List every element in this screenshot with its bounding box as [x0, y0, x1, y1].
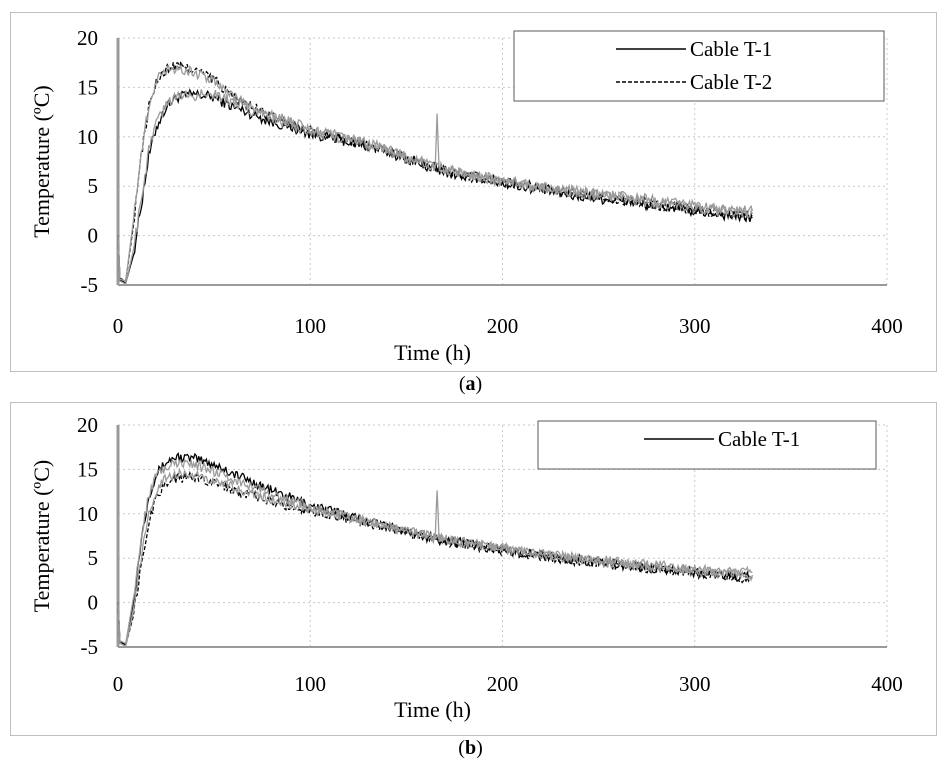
chart-panel-b: -5 0 5 10 15 20 0 100 200 300 400 Time (h) Temperatu… [10, 402, 937, 736]
chart-a-series-3-line [117, 64, 754, 282]
chart-a-x-axis-title: Time (h) [394, 340, 471, 365]
chart-b-y-tick-label: 5 [88, 546, 99, 570]
chart-a-x-tick-label: 100 [295, 314, 327, 338]
chart-b-x-tick-label: 100 [295, 672, 327, 696]
chart-b-y-tick-label: 10 [77, 502, 98, 526]
chart-a-legend-label-2: Cable T-2 [690, 70, 772, 94]
caption-a: (a) [458, 373, 483, 395]
caption-b-letter: b [464, 737, 477, 759]
chart-b-y-tick-label: -5 [81, 635, 99, 659]
chart-b-x-tick-label: 0 [113, 672, 124, 696]
chart-a-y-tick-label: -5 [81, 273, 99, 297]
chart-a-series-4-line [117, 89, 753, 285]
chart-b-x-tick-label: 300 [679, 672, 711, 696]
chart-b-legend: Cable T-1 [537, 420, 877, 470]
chart-a-y-tick-label: 5 [88, 174, 99, 198]
chart-b-legend-box [537, 420, 877, 470]
chart-a-legend-label-1: Cable T-1 [690, 37, 772, 61]
chart-a-x-tick-label: 400 [871, 314, 903, 338]
chart-b-y-tick-label: 0 [88, 591, 99, 615]
chart-b-series-4-line [117, 467, 754, 647]
chart-a-legend-box [513, 30, 885, 102]
chart-b-x-tick-label: 400 [871, 672, 903, 696]
chart-b-x-tick-label: 200 [487, 672, 519, 696]
chart-a-y-axis-title: Temperature (ºC) [29, 85, 54, 238]
chart-a-y-tick-label: 10 [77, 125, 98, 149]
chart-a-x-tick-label: 300 [679, 314, 711, 338]
chart-b-series-3-line [117, 457, 753, 645]
caption-b: (b) [458, 737, 483, 759]
chart-a-y-tick-label: 15 [77, 75, 98, 99]
chart-b-series-2-line [117, 470, 753, 647]
chart-panel-a: -5 0 5 10 15 20 0 100 200 300 400 Time (h) Temperatu… [10, 12, 937, 372]
chart-a-y-tick-label: 0 [88, 224, 99, 248]
chart-a-x-tick-label: 0 [113, 314, 124, 338]
chart-b-y-axis-title: Temperature (ºC) [29, 460, 54, 613]
chart-b-legend-label-1: Cable T-1 [718, 427, 800, 451]
chart-b-y-tick-label: 20 [77, 413, 98, 437]
chart-a-x-tick-label: 200 [487, 314, 519, 338]
chart-a-y-tick-label: 20 [77, 26, 98, 50]
chart-b-y-tick-label: 15 [77, 457, 98, 481]
chart-b-x-axis-title: Time (h) [394, 697, 471, 722]
chart-a-legend: Cable T-1 Cable T-2 [513, 30, 885, 102]
caption-a-letter: a [465, 373, 476, 395]
